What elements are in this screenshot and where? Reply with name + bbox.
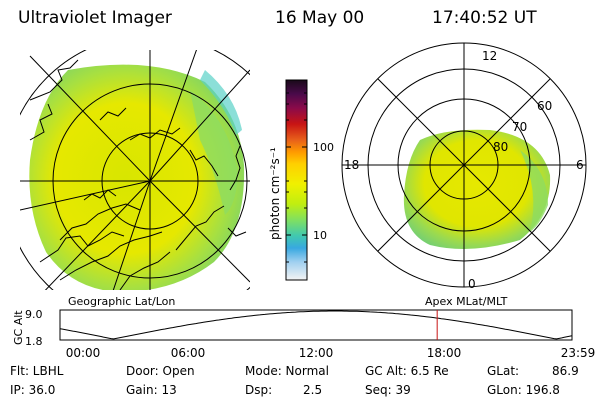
altitude-xtick-label: 06:00 xyxy=(171,346,206,360)
altitude-ytick-bottom: 1.8 xyxy=(25,335,43,348)
seq-info: Seq: 39 xyxy=(365,383,411,397)
altitude-ylabel: GC Alt xyxy=(12,310,25,345)
colorbar-tick-10: 10 xyxy=(313,229,327,242)
apex-image-panel xyxy=(341,42,587,288)
glon-info: GLon: 196.8 xyxy=(487,383,560,397)
altitude-curve xyxy=(59,310,573,340)
geo-panel-label: Geographic Lat/Lon xyxy=(68,295,175,308)
altitude-xtick-label: 23:59 xyxy=(561,346,596,360)
gc-alt-info: GC Alt: 6.5 Re xyxy=(365,364,449,378)
colorbar-tick-100: 100 xyxy=(313,141,334,154)
time-label: 17:40:52 UT xyxy=(432,8,537,28)
door-info: Door: Open xyxy=(126,364,195,378)
geographic-image-panel xyxy=(20,50,250,290)
colorbar-minor-ticks xyxy=(286,92,307,263)
mlt-label-18: 18 xyxy=(344,158,359,172)
colorbar xyxy=(285,79,308,281)
altitude-xtick-label: 00:00 xyxy=(66,346,101,360)
altitude-xtick-label: 12:00 xyxy=(299,346,334,360)
altitude-plot-frame xyxy=(59,309,573,341)
glat-info: GLat: xyxy=(487,364,520,378)
mlt-label-12: 12 xyxy=(482,49,497,63)
date-label: 16 May 00 xyxy=(275,8,365,28)
mlt-label-6: 6 xyxy=(576,158,584,172)
dsp-value: 2.5 xyxy=(303,383,323,397)
mlat-label-70: 70 xyxy=(512,120,527,134)
ip-info: IP: 36.0 xyxy=(10,383,56,397)
altitude-xtick-label: 18:00 xyxy=(427,346,462,360)
dsp-info: Dsp: xyxy=(245,383,273,397)
coastlines xyxy=(29,59,247,290)
gain-info: Gain: 13 xyxy=(126,383,177,397)
apex-panel-label: Apex MLat/MLT xyxy=(425,295,508,308)
instrument-title: Ultraviolet Imager xyxy=(18,8,172,28)
altitude-xticks: 00:00 06:00 12:00 18:00 23:59 xyxy=(66,346,596,360)
flt-info: Flt: LBHL xyxy=(10,364,64,378)
auroral-image-geo xyxy=(29,64,245,290)
glat-value: 86.9 xyxy=(552,364,579,378)
mlt-label-0: 0 xyxy=(468,277,476,291)
auroral-image-apex xyxy=(403,129,551,249)
colorbar-unit-label: photon cm⁻²s⁻¹ xyxy=(268,147,282,240)
mode-info: Mode: Normal xyxy=(245,364,329,378)
mlat-label-60: 60 xyxy=(537,99,552,113)
mlat-label-80: 80 xyxy=(493,140,508,154)
altitude-ytick-top: 9.0 xyxy=(25,308,43,321)
